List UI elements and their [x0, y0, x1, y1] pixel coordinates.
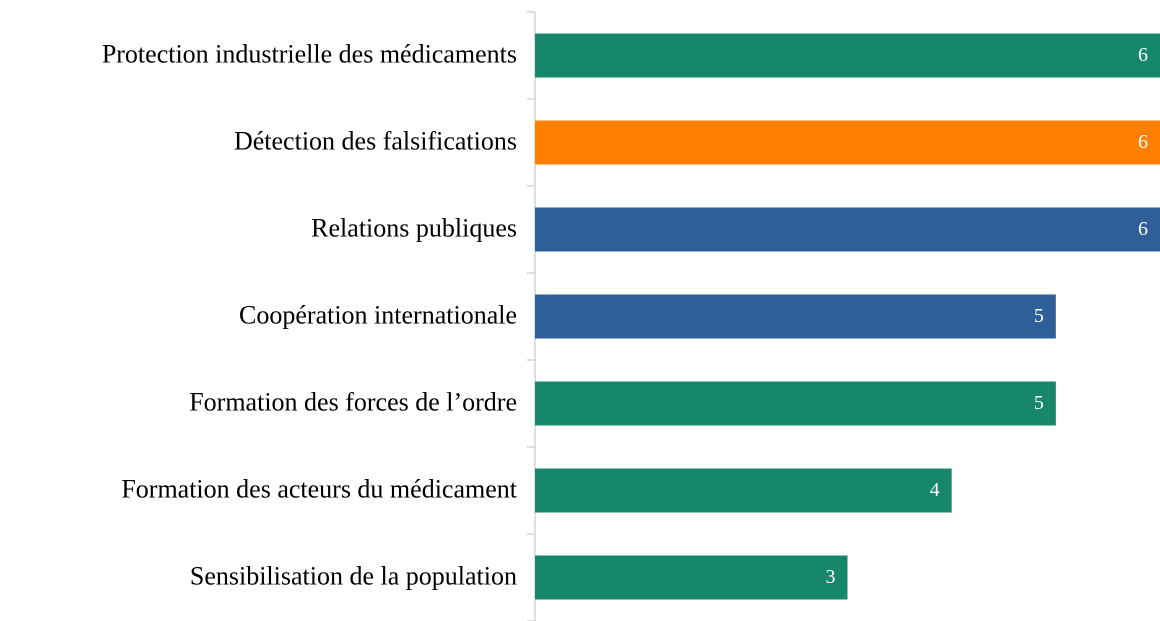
bar — [535, 207, 1160, 252]
bar — [535, 555, 848, 600]
data-label: 3 — [826, 566, 836, 588]
category-label: Sensibilisation de la population — [190, 561, 517, 590]
category-label: Relations publiques — [311, 213, 517, 242]
bar — [535, 33, 1160, 78]
data-label: 6 — [1138, 218, 1148, 240]
bar — [535, 381, 1056, 426]
bar — [535, 120, 1160, 165]
category-label: Formation des forces de l’ordre — [189, 387, 517, 416]
data-label: 6 — [1138, 131, 1148, 153]
category-label: Protection industrielle des médicaments — [102, 39, 517, 68]
data-label: 5 — [1034, 392, 1044, 414]
category-label: Formation des acteurs du médicament — [121, 474, 517, 503]
data-label: 5 — [1034, 305, 1044, 327]
data-label: 4 — [930, 479, 940, 501]
bar — [535, 294, 1056, 339]
bar — [535, 468, 952, 513]
category-label: Coopération internationale — [239, 300, 517, 329]
category-label: Détection des falsifications — [234, 126, 517, 155]
data-label: 6 — [1138, 44, 1148, 66]
